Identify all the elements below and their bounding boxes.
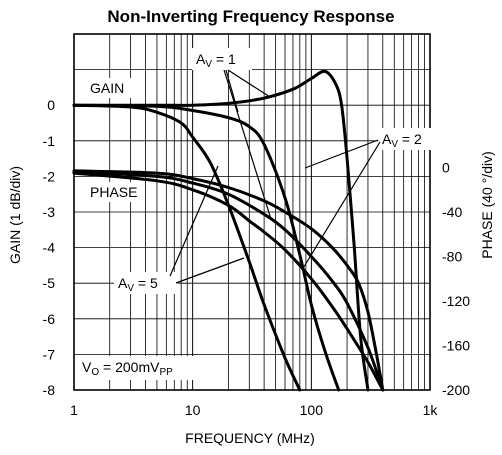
y-right-tick-label: -80 [442, 249, 462, 265]
y-right-tick-label: -200 [442, 382, 470, 398]
x-axis-label: FREQUENCY (MHz) [185, 430, 315, 446]
av5-arrow-phase [175, 257, 245, 284]
gain-curve-av5 [72, 103, 302, 392]
y-left-tick-label: -7 [43, 346, 56, 362]
gain-curve-av2 [72, 103, 341, 392]
av2-arrow-phase [301, 141, 381, 271]
curves [72, 69, 385, 392]
y-axis-left-label: GAIN (1 dB/div) [7, 166, 23, 264]
av2-label-bg [378, 128, 440, 150]
y-right-tick-label: 0 [442, 160, 450, 176]
gain-label: GAIN [90, 80, 124, 96]
x-tick-label: 10 [185, 402, 201, 418]
av1-arrow-gain [227, 69, 271, 98]
y-left-tick-label: -5 [43, 275, 56, 291]
phase-curve-av2 [72, 170, 385, 392]
tick-labels: 1 10 100 1k0-1-2-3-4-5-6-7-80-40-80-120-160… [43, 97, 471, 418]
plot-frame [73, 33, 431, 391]
phase-curve-av5 [72, 171, 385, 392]
y-left-tick-label: -8 [43, 382, 56, 398]
phase-curve-av1 [72, 169, 385, 392]
y-left-tick-label: -6 [43, 311, 56, 327]
y-left-tick-label: -4 [43, 240, 56, 256]
vo-label: VO = 200mVPP [82, 359, 173, 378]
gain-curve-av1 [72, 69, 370, 392]
av2-label: AV = 2 [382, 131, 422, 150]
y-left-tick-label: -1 [43, 133, 56, 149]
x-tick-label: 100 [300, 402, 324, 418]
av1-arrow-phase [223, 69, 272, 220]
gain-label-bg [86, 78, 132, 98]
av1-label: AV = 1 [196, 51, 236, 70]
av1-label-bg [192, 48, 252, 70]
y-right-tick-label: -120 [442, 293, 470, 309]
y-right-tick-label: -160 [442, 338, 470, 354]
av1-arrow-gain-mid [225, 69, 239, 113]
phase-label: PHASE [90, 184, 137, 200]
y-left-tick-label: 0 [47, 97, 55, 113]
vo-label-bg [80, 356, 226, 380]
phase-label-bg [86, 182, 136, 202]
y-left-tick-label: -2 [43, 168, 56, 184]
y-left-tick-label: -3 [43, 204, 56, 220]
x-tick-label: 1k [423, 402, 439, 418]
av2-arrow-gain [304, 139, 379, 169]
chart-title: Non-Inverting Frequency Response [107, 7, 394, 26]
annotation-arrows [169, 69, 381, 284]
y-right-tick-label: -40 [442, 204, 462, 220]
y-axis-right-label: PHASE (40 °/div) [479, 151, 495, 259]
av5-label: AV = 5 [118, 275, 158, 294]
x-tick-label: 1 [70, 402, 78, 418]
av5-label-bg [114, 272, 178, 294]
av5-arrow-gain [169, 165, 219, 277]
